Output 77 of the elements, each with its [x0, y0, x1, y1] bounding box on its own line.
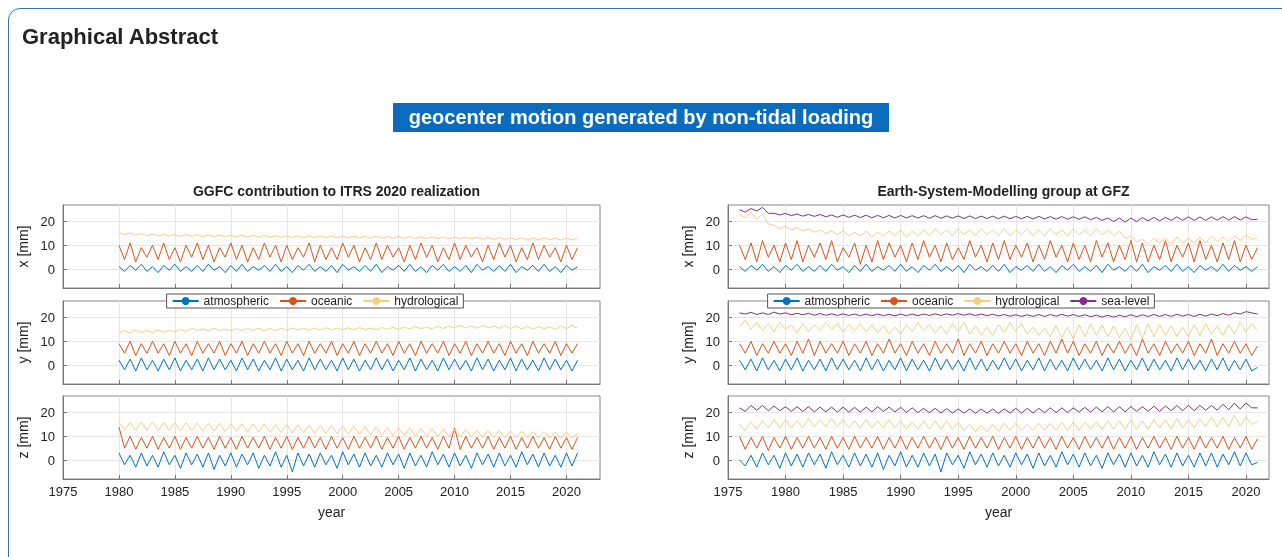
chart-title: Earth-System-Modelling group at GFZ [877, 183, 1130, 199]
y-axis-title: z [mm] [679, 416, 696, 459]
x-axis-title: year [317, 504, 346, 520]
y-tick-label: 0 [712, 452, 720, 468]
y-tick-label: 10 [705, 333, 720, 349]
x-tick-label: 2015 [1173, 484, 1203, 499]
y-tick-label: 20 [705, 214, 720, 230]
legend-label: sea-level [1101, 294, 1150, 308]
x-tick-label: 2020 [551, 484, 581, 499]
x-tick-label: 1995 [943, 484, 973, 499]
x-tick-label: 1995 [272, 484, 302, 499]
legend-label: atmospheric [203, 294, 269, 308]
y-tick-label: 20 [705, 310, 720, 326]
x-tick-label: 2020 [1231, 484, 1261, 499]
line-series [739, 319, 1258, 341]
legend-label: hydrological [995, 294, 1060, 308]
line-series [118, 357, 579, 372]
line-series [739, 402, 1258, 414]
line-series [118, 421, 579, 439]
y-axis-title: x [mm] [14, 225, 31, 268]
y-axis-title: z [mm] [14, 416, 31, 459]
line-series [739, 211, 1258, 245]
line-series [118, 324, 579, 334]
line-series [739, 206, 1258, 223]
line-series [739, 240, 1258, 265]
x-tick-label: 2005 [1058, 484, 1088, 499]
y-tick-label: 20 [40, 214, 55, 230]
line-series [118, 340, 579, 357]
line-series [739, 435, 1258, 452]
legend-label: oceanic [310, 294, 353, 308]
line-series [118, 231, 579, 241]
y-tick-label: 10 [40, 237, 55, 253]
line-series [118, 426, 579, 450]
x-tick-label: 2010 [440, 484, 470, 499]
line-series [739, 263, 1258, 274]
y-tick-label: 0 [47, 452, 55, 468]
x-tick-label: 1990 [216, 484, 246, 499]
x-axis-title: year [984, 504, 1013, 520]
y-tick-label: 0 [47, 261, 55, 277]
y-axis-title: y [mm] [14, 321, 31, 364]
y-tick-label: 20 [40, 405, 55, 421]
x-tick-label: 2015 [496, 484, 525, 499]
y-axis-title: x [mm] [679, 225, 696, 268]
x-tick-label: 1990 [886, 484, 916, 499]
line-series [739, 414, 1258, 433]
line-series [739, 451, 1258, 473]
y-tick-label: 20 [705, 405, 720, 421]
x-tick-label: 2000 [328, 484, 358, 499]
legend-label: hydrological [394, 294, 459, 308]
legend-label: oceanic [911, 294, 954, 308]
text: geocenter motion generated by non-tidal loading [392, 103, 890, 132]
legend-label: atmospheric [804, 294, 870, 308]
x-tick-label: 1975 [48, 484, 78, 499]
y-tick-label: 10 [40, 333, 55, 349]
y-tick-label: 0 [712, 261, 720, 277]
line-series [739, 338, 1258, 357]
y-tick-label: 10 [705, 237, 720, 253]
y-axis-title: y [mm] [679, 321, 696, 364]
x-tick-label: 1980 [771, 484, 801, 499]
y-tick-label: 0 [47, 357, 55, 373]
y-tick-label: 0 [712, 357, 720, 373]
x-tick-label: 2010 [1116, 484, 1146, 499]
x-tick-label: 1985 [160, 484, 190, 499]
y-tick-label: 10 [705, 428, 720, 444]
line-series [118, 242, 579, 263]
y-tick-label: 10 [40, 428, 55, 444]
x-tick-label: 2000 [1001, 484, 1031, 499]
line-series [739, 357, 1258, 372]
x-tick-label: 1985 [828, 484, 858, 499]
line-series [118, 451, 579, 473]
chart-title: GGFC contribution to ITRS 2020 realization [192, 183, 481, 199]
y-tick-label: 20 [40, 310, 55, 326]
line-series [118, 263, 579, 274]
x-tick-label: 1975 [713, 484, 743, 499]
x-tick-label: 1980 [104, 484, 134, 499]
x-tick-label: 2005 [384, 484, 414, 499]
text: Graphical Abstract [22, 24, 219, 50]
